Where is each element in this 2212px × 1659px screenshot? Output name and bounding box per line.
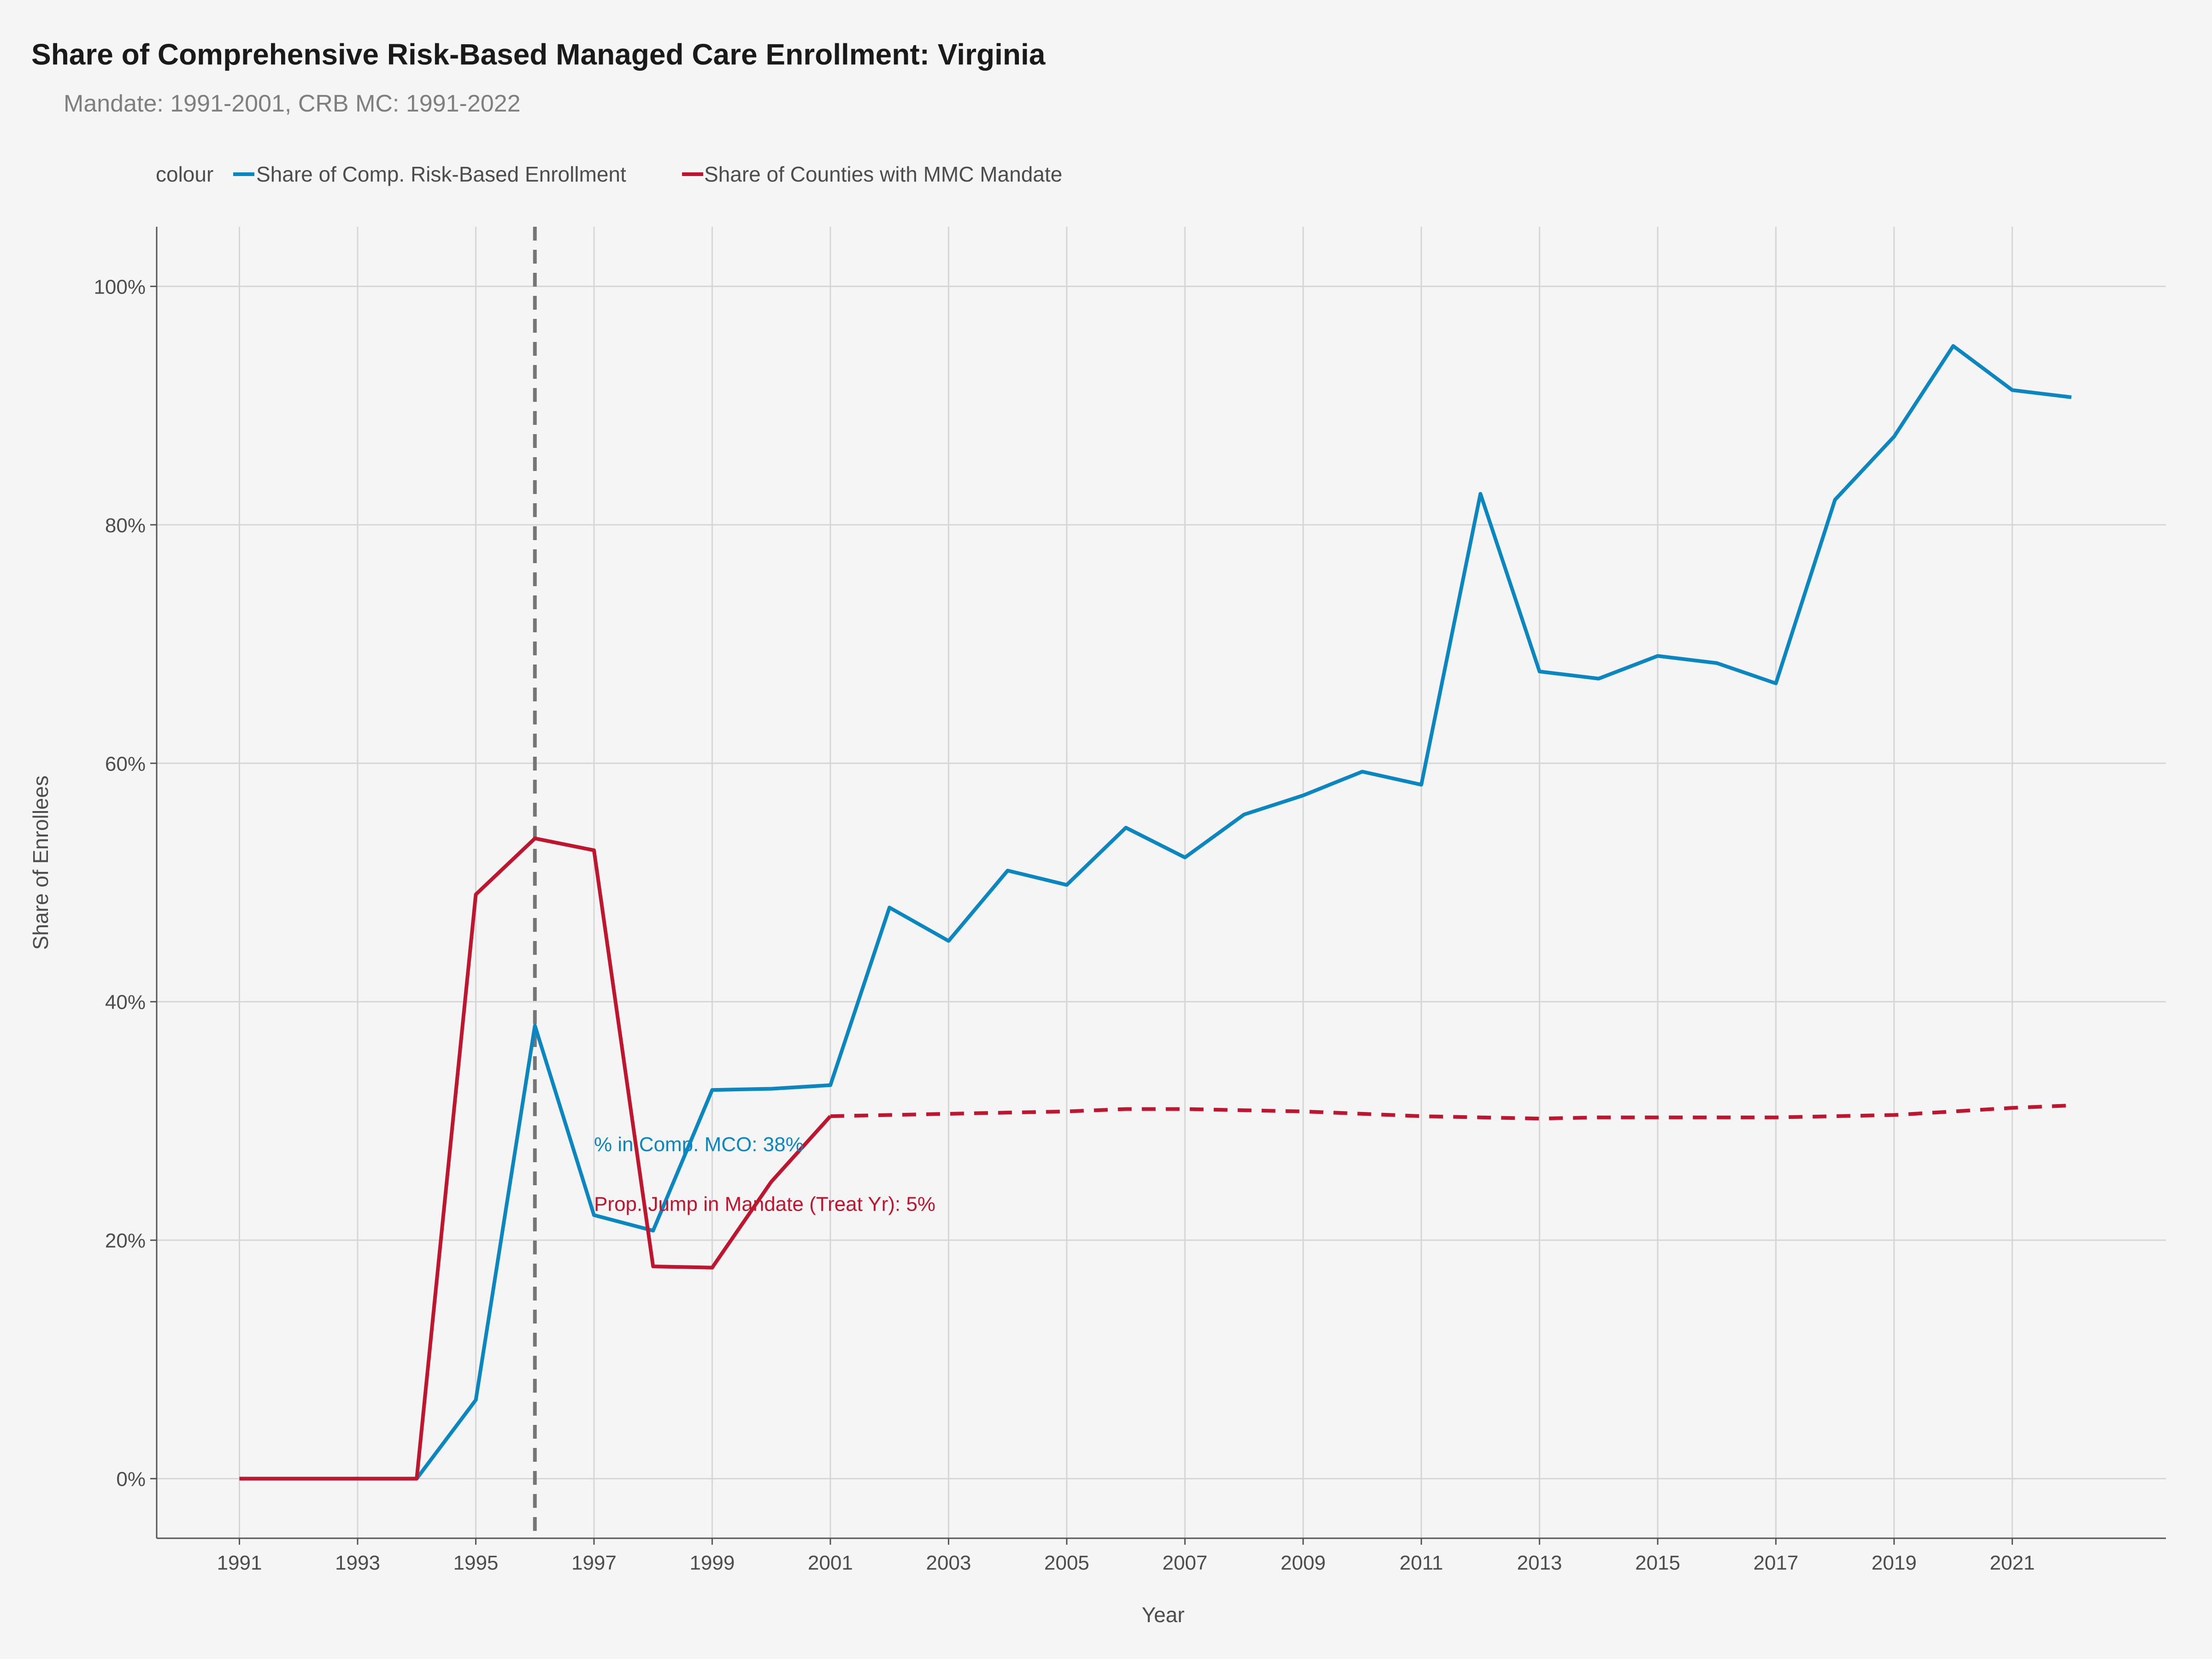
y-tick-label: 60% [105, 753, 146, 775]
y-tick-label: 40% [105, 991, 146, 1014]
y-tick-label: 100% [94, 276, 146, 298]
x-tick-label: 1993 [335, 1552, 380, 1574]
chart-title: Share of Comprehensive Risk-Based Manage… [31, 38, 1046, 71]
y-axis-ticks: 0% 20% 40% 60% 80% 100% [94, 276, 157, 1491]
y-axis-label: Share of Enrollees [29, 776, 53, 950]
y-tick-label: 20% [105, 1230, 146, 1252]
x-tick-label: 2011 [1400, 1552, 1443, 1574]
x-axis-ticks: 1991 1993 1995 1997 1999 2001 2003 2005 2007 2009… [217, 1538, 2035, 1574]
legend: colour Share of Comp. Risk-Based Enrollm… [156, 162, 1062, 186]
axes [156, 227, 2166, 1539]
annotation-comp-mco: % in Comp. MCO: 38% [594, 1133, 804, 1156]
y-tick-label: 80% [105, 514, 146, 537]
series-layer [239, 344, 2072, 1481]
x-tick-label: 2009 [1281, 1552, 1326, 1574]
x-tick-label: 2021 [1990, 1552, 2035, 1574]
x-tick-label: 2003 [926, 1552, 971, 1574]
legend-title: colour [156, 162, 213, 186]
x-tick-label: 2019 [1871, 1552, 1917, 1574]
series-line-mandate [239, 836, 832, 1481]
annotations: % in Comp. MCO: 38% Prop. Jump in Mandate… [594, 1133, 935, 1215]
gridlines [157, 227, 2166, 1538]
legend-label-mandate: Share of Counties with MMC Mandate [704, 162, 1062, 186]
x-tick-label: 2015 [1635, 1552, 1680, 1574]
chart-subtitle: Mandate: 1991-2001, CRB MC: 1991-2022 [64, 90, 521, 117]
annotation-mandate-jump: Prop. Jump in Mandate (Treat Yr): 5% [594, 1193, 935, 1216]
x-tick-label: 1997 [571, 1552, 617, 1574]
x-tick-label: 2013 [1517, 1552, 1562, 1574]
x-axis-label: Year [1142, 1603, 1185, 1627]
legend-label-enrollment: Share of Comp. Risk-Based Enrollment [256, 162, 626, 186]
x-tick-label: 2007 [1162, 1552, 1207, 1574]
series-line-enrollment [239, 344, 2072, 1481]
x-tick-label: 1999 [689, 1552, 735, 1574]
y-tick-label: 0% [116, 1468, 146, 1491]
x-tick-label: 2001 [808, 1552, 853, 1574]
x-tick-label: 1991 [217, 1552, 262, 1574]
x-tick-label: 2017 [1753, 1552, 1799, 1574]
x-tick-label: 1995 [453, 1552, 499, 1574]
series-line-mandate-projection [830, 1103, 2071, 1121]
x-tick-label: 2005 [1044, 1552, 1089, 1574]
plot-area: 0% 20% 40% 60% 80% 100% 1991 1993 1995 1997 1999 2… [94, 227, 2166, 1574]
